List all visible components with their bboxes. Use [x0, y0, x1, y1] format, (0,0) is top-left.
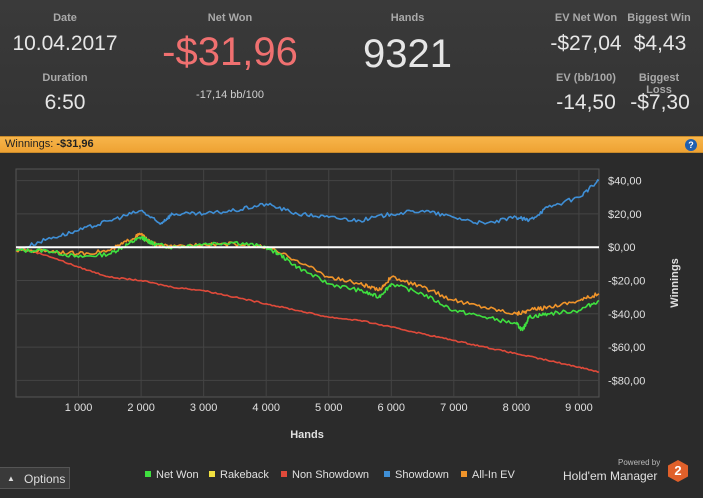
legend-item-all-in-ev[interactable]: All-In EV: [461, 469, 515, 481]
y-tick-label: -$80,00: [608, 375, 645, 387]
x-tick-label: 6 000: [378, 402, 406, 414]
legend-item-showdown[interactable]: Showdown: [384, 469, 449, 481]
x-tick-label: 2 000: [127, 402, 155, 414]
chevron-up-icon: ▲: [7, 474, 15, 483]
ev-bb100-label: EV (bb/100): [556, 72, 616, 84]
ev-bb100-value: -14,50: [556, 91, 616, 114]
powered-by-text: Powered by: [618, 458, 661, 467]
holdem-manager-logo: Powered by Hold'em Manager 2: [560, 455, 700, 491]
legend-item-net-won[interactable]: Net Won: [145, 469, 199, 481]
x-tick-label: 8 000: [503, 402, 531, 414]
x-tick-label: 1 000: [65, 402, 93, 414]
y-tick-label: $40,00: [608, 176, 642, 188]
series-line-non-showdown: [15, 246, 600, 373]
net-won-bb100: -17,14 bb/100: [196, 89, 264, 101]
options-button[interactable]: ▲ Options: [0, 467, 70, 489]
net-won-label: Net Won: [207, 12, 253, 24]
ev-net-won-value: -$27,04: [550, 32, 622, 55]
biggest-loss-value: -$7,30: [630, 91, 690, 114]
series-line-all-in-ev: [15, 232, 600, 316]
biggest-win-value: $4,43: [633, 32, 687, 55]
ev-net-won-label: EV Net Won: [554, 12, 618, 24]
legend-swatch-non-showdown: [281, 471, 287, 477]
winnings-chart: $40,00 $20,00 $0,00 -$20,00 -$40,00 -$60,00 -$…: [15, 168, 681, 441]
x-tick-label: 7 000: [440, 402, 468, 414]
y-tick-label: -$60,00: [608, 342, 645, 354]
legend-swatch-showdown: [384, 471, 390, 477]
series-line-net-won: [15, 235, 600, 332]
legend-label-non-showdown: Non Showdown: [292, 469, 370, 481]
net-won-value: -$31,96: [162, 30, 298, 74]
x-tick-label: 4 000: [252, 402, 280, 414]
hands-value: 9321: [363, 32, 452, 76]
legend-label-rakeback: Rakeback: [220, 469, 269, 481]
x-tick-label: 5 000: [315, 402, 343, 414]
legend-swatch-net-won: [145, 471, 151, 477]
legend-label-showdown: Showdown: [395, 469, 449, 481]
y-tick-label: -$40,00: [608, 309, 645, 321]
y-axis-title: Winnings: [669, 258, 681, 307]
options-label: Options: [24, 472, 66, 486]
biggest-loss-label: Biggest Loss: [638, 72, 680, 96]
x-tick-label: 9 000: [565, 402, 593, 414]
question-icon[interactable]: ?: [685, 139, 697, 151]
date-value: 10.04.2017: [12, 32, 118, 55]
legend-item-rakeback[interactable]: Rakeback: [209, 469, 269, 481]
legend-label-net-won: Net Won: [156, 469, 199, 481]
winnings-bar-text: Winnings: -$31,96: [5, 138, 94, 150]
date-label: Date: [53, 12, 77, 24]
legend-item-non-showdown[interactable]: Non Showdown: [281, 469, 369, 481]
winnings-chart-area: $40,00 $20,00 $0,00 -$20,00 -$40,00 -$60,00 -$…: [0, 153, 703, 493]
legend-swatch-rakeback: [209, 471, 215, 477]
brand-badge-icon: 2: [668, 460, 688, 482]
winnings-bar: Winnings: -$31,96 ?: [0, 136, 703, 153]
winnings-bar-value: -$31,96: [56, 138, 94, 150]
y-tick-label: $0,00: [608, 242, 636, 254]
winnings-bar-label: Winnings:: [5, 138, 54, 150]
biggest-win-label: Biggest Win: [627, 12, 691, 24]
stats-panel: Date 10.04.2017 Duration 6:50 Net Won -$…: [0, 0, 703, 136]
x-axis-title: Hands: [290, 429, 324, 441]
legend-label-all-in-ev: All-In EV: [472, 469, 515, 481]
duration-value: 6:50: [44, 91, 86, 114]
series-line-showdown: [16, 179, 600, 252]
hands-label: Hands: [390, 12, 425, 24]
brand-name: Hold'em Manager: [563, 469, 658, 483]
legend-swatch-all-in-ev: [461, 471, 467, 477]
duration-label: Duration: [42, 72, 88, 84]
y-tick-label: -$20,00: [608, 276, 645, 288]
y-tick-label: $20,00: [608, 209, 642, 221]
x-tick-label: 3 000: [190, 402, 218, 414]
plot-background: [15, 168, 600, 398]
